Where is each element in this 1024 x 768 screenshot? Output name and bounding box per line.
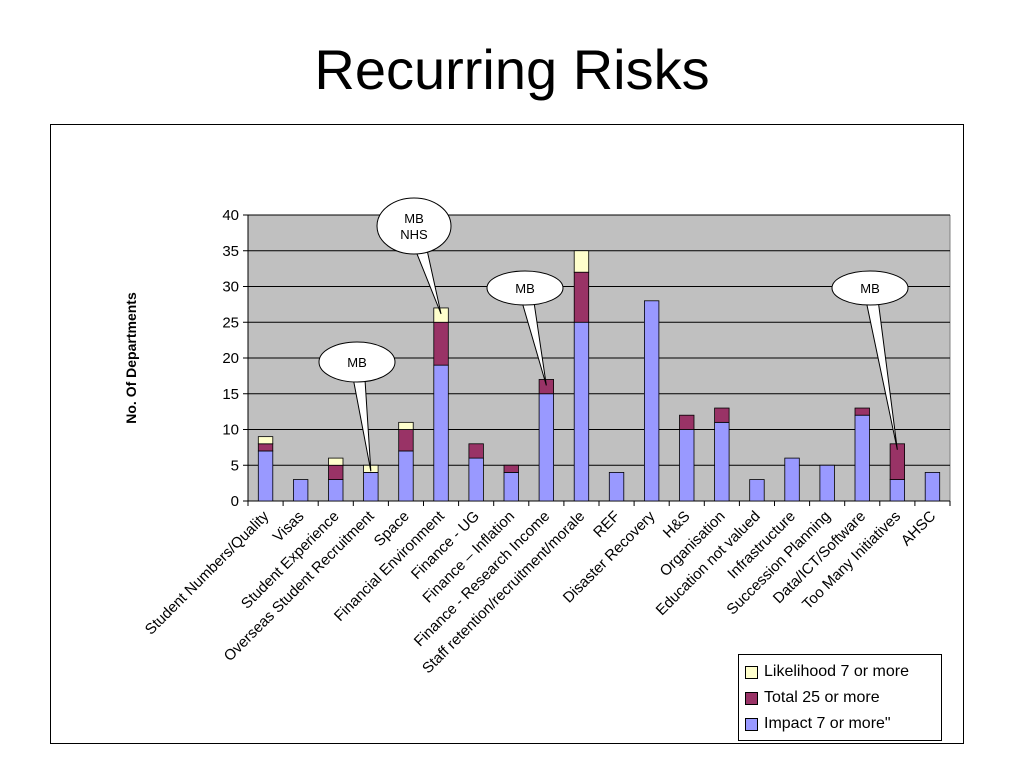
bar-segment <box>889 443 905 480</box>
bar-segment <box>854 407 870 416</box>
chart-legend: Likelihood 7 or more Total 25 or more Impa… <box>738 654 942 741</box>
bar-segment <box>714 407 730 423</box>
bar-segment <box>398 421 414 430</box>
bar-segment <box>924 471 941 502</box>
y-tick-label: 30 <box>222 279 239 296</box>
y-tick-label: 25 <box>222 314 239 331</box>
bar-segment <box>398 450 414 502</box>
y-tick-label: 35 <box>222 243 239 260</box>
bar-segment <box>328 479 344 502</box>
bar-segment <box>503 464 519 473</box>
bar-segment <box>398 429 414 452</box>
legend-swatch <box>745 717 758 731</box>
bar-segment <box>538 379 554 395</box>
legend-item: Likelihood 7 or more <box>745 659 935 685</box>
callout-join <box>867 295 877 301</box>
bar-segment <box>608 471 625 502</box>
bar-segment <box>328 464 344 480</box>
callout-text: MB <box>347 355 367 370</box>
callout-join <box>522 295 533 301</box>
y-tick-label: 5 <box>231 457 239 474</box>
callout-join <box>414 240 425 247</box>
bar-segment <box>573 271 590 323</box>
legend-item: Total 25 or more <box>745 685 935 711</box>
x-tick-label: AHSC <box>898 508 940 550</box>
y-tick-label: 15 <box>222 386 239 403</box>
bar-segment <box>468 457 484 502</box>
callout-balloon <box>376 197 452 255</box>
y-tick-label: 40 <box>222 207 239 224</box>
bar-segment <box>292 479 309 502</box>
callout-balloon <box>831 270 909 306</box>
bar-segment <box>257 450 274 502</box>
bar-segment <box>749 479 765 502</box>
callout-text: NHS <box>400 227 428 242</box>
x-tick-label: Student Numbers/Quality <box>142 507 273 638</box>
callout-text: MB <box>860 281 880 296</box>
legend-label: Likelihood 7 or more <box>764 663 909 680</box>
callout-balloon <box>486 270 564 306</box>
bar-segment <box>854 414 870 502</box>
bar-segment <box>433 321 449 366</box>
bar-segment <box>819 464 835 502</box>
bar-segment <box>257 436 274 445</box>
bar-segment <box>784 457 800 502</box>
bar-segment <box>503 471 519 502</box>
bar-segment <box>679 429 695 502</box>
bar-segment <box>433 364 449 502</box>
legend-label: Total 25 or more <box>764 689 880 706</box>
bar-segment <box>328 457 344 466</box>
y-axis-label: No. Of Departments <box>123 292 139 424</box>
callout-text: MB <box>515 281 535 296</box>
y-tick-label: 20 <box>222 350 239 367</box>
legend-swatch <box>745 665 758 679</box>
legend-item: Impact 7 or more" <box>745 711 935 737</box>
legend-label: Impact 7 or more" <box>764 715 891 732</box>
y-tick-label: 10 <box>222 422 239 439</box>
bar-segment <box>573 321 590 502</box>
bar-segment <box>679 414 695 430</box>
bar-segment <box>644 300 660 502</box>
legend-swatch <box>745 691 758 705</box>
bar-segment <box>433 307 449 323</box>
bar-segment <box>363 471 379 502</box>
callout-text: MB <box>404 211 424 226</box>
bar-segment <box>573 250 590 273</box>
callout-balloon <box>318 341 396 383</box>
bar-segment <box>468 443 484 459</box>
y-tick-label: 0 <box>231 493 239 510</box>
bar-segment <box>714 421 730 502</box>
bar-segment <box>889 479 905 502</box>
slide-title: Recurring Risks <box>314 38 710 101</box>
callout-join <box>353 371 364 377</box>
bar-segment <box>538 393 554 502</box>
bar-segment <box>257 443 274 452</box>
